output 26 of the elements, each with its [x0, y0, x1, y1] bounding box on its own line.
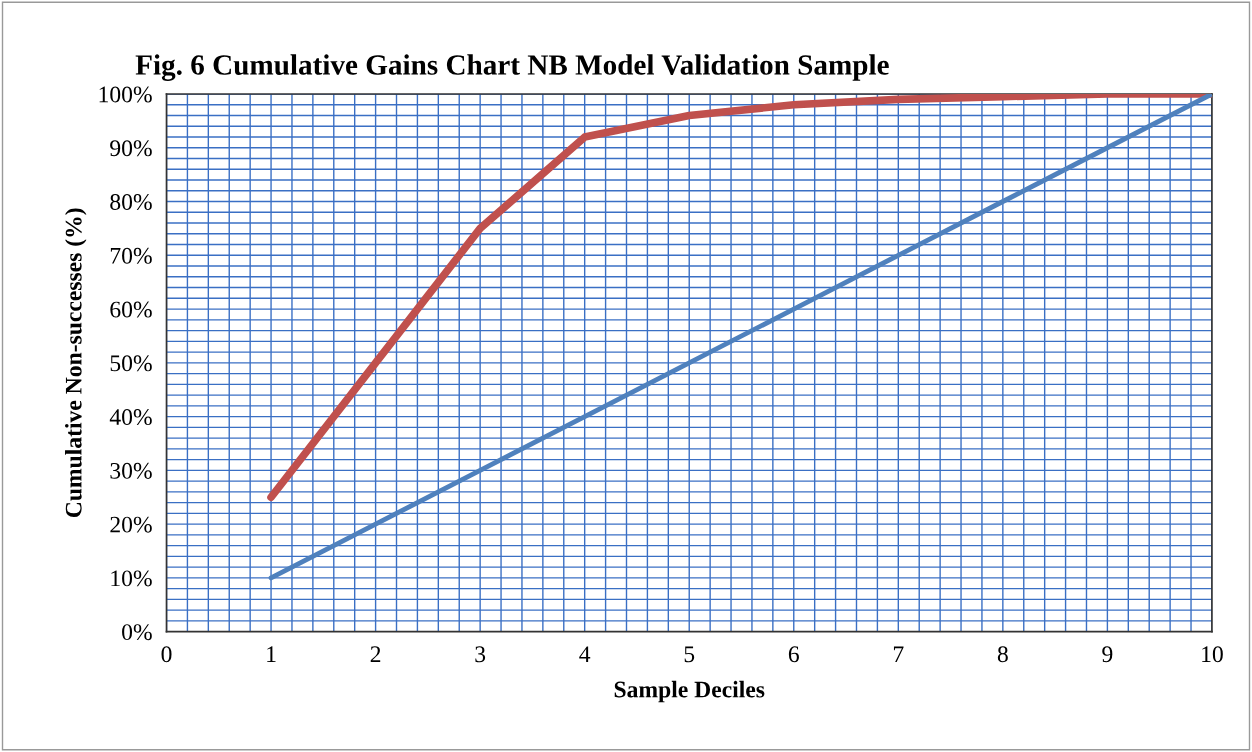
- x-tick-label: 9: [1102, 646, 1113, 663]
- x-tick-label: 3: [475, 646, 486, 663]
- y-tick-label: 80%: [110, 194, 152, 211]
- y-tick-label: 50%: [110, 355, 152, 372]
- y-axis-title: Cumulative Non-successes (%): [65, 208, 87, 518]
- y-tick-label: 0%: [122, 624, 152, 641]
- y-tick-label: 40%: [109, 409, 152, 426]
- y-tick-label: 60%: [110, 301, 152, 318]
- x-tick-label: 4: [579, 646, 591, 662]
- y-tick-label: 20%: [110, 516, 152, 533]
- x-tick-label: 7: [893, 646, 904, 662]
- x-tick-label: 5: [684, 646, 695, 663]
- x-tick-label: 10: [1202, 646, 1223, 663]
- x-axis-title: Sample Deciles: [614, 680, 765, 703]
- y-tick-label: 100%: [99, 86, 152, 103]
- x-tick-label: 1: [267, 646, 276, 662]
- y-tick-label: 10%: [111, 570, 152, 587]
- x-tick-label: 0: [161, 646, 172, 663]
- y-tick-label: 30%: [110, 462, 152, 479]
- y-tick-label: 90%: [110, 140, 152, 157]
- x-tick-label: 2: [370, 646, 381, 662]
- line-series: [268, 94, 1212, 581]
- x-tick-label: 6: [788, 646, 799, 663]
- x-tick-label: 8: [997, 646, 1008, 663]
- chart-title: Fig. 6 Cumulative Gains Chart NB Model Validation Sample: [135, 54, 889, 81]
- y-tick-label: 70%: [110, 247, 152, 264]
